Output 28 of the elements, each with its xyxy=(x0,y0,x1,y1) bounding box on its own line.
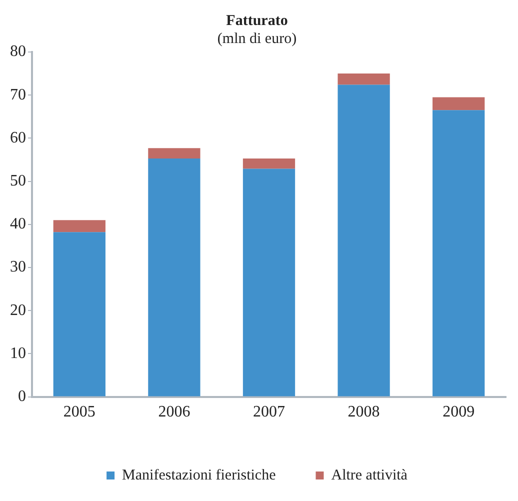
bar xyxy=(148,148,200,158)
y-tick-label: 70 xyxy=(10,86,26,104)
bar xyxy=(242,158,296,169)
x-tick-label: 2008 xyxy=(348,404,380,421)
chart-title: Fatturato xyxy=(226,12,288,29)
bar xyxy=(432,110,485,396)
bar xyxy=(338,74,390,85)
x-tick-label: 2006 xyxy=(158,404,190,421)
y-tick-label: 10 xyxy=(10,344,26,362)
y-tick-label: 40 xyxy=(10,216,26,233)
bar xyxy=(53,232,106,396)
legend-label: Manifestazioni fieristiche xyxy=(122,467,276,484)
bar xyxy=(148,158,200,396)
y-tick-label: 0 xyxy=(18,388,26,406)
y-tick-label: 50 xyxy=(10,172,26,190)
bar xyxy=(338,84,390,396)
chart-subtitle: (mln di euro) xyxy=(217,30,297,47)
y-tick-label: 80 xyxy=(10,43,26,60)
y-tick-label: 20 xyxy=(10,302,26,319)
bar xyxy=(53,220,106,232)
y-tick-label: 30 xyxy=(10,258,26,276)
x-tick-label: 2005 xyxy=(63,404,96,421)
y-tick-label: 60 xyxy=(10,129,26,146)
legend-label: Altre attività xyxy=(331,467,408,484)
bar xyxy=(432,97,485,110)
x-tick-label: 2009 xyxy=(442,404,475,421)
bar xyxy=(242,168,296,396)
x-tick-label: 2007 xyxy=(253,404,285,421)
